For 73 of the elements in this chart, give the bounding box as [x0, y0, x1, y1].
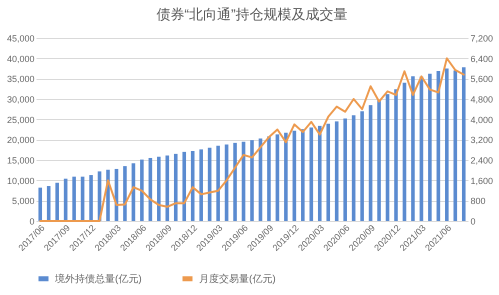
bar [377, 100, 381, 221]
y-tick-label: 40,000 [6, 54, 34, 64]
chart-title: 债券“北向通”持仓规模及成交量 [156, 6, 348, 22]
bar [89, 175, 93, 221]
bar [284, 132, 288, 221]
y-tick-label: 0 [29, 216, 34, 226]
bar [309, 127, 314, 221]
legend-label: 月度交易量(亿元) [199, 272, 276, 285]
bar [301, 129, 305, 221]
bar [233, 142, 237, 221]
bar [123, 166, 127, 221]
bar [326, 124, 330, 221]
y2-tick-label: 4,800 [470, 94, 494, 104]
y-tick-label: 35,000 [6, 74, 34, 84]
bar [445, 68, 449, 221]
bar [132, 163, 136, 221]
y2-tick-label: 2,400 [470, 156, 494, 166]
y-tick-label: 45,000 [6, 34, 34, 44]
bar [453, 70, 458, 221]
y2-tick-label: 800 [470, 196, 486, 206]
y2-tick-label: 0 [470, 216, 476, 226]
bar [352, 115, 356, 221]
bar [360, 111, 364, 221]
bar [420, 76, 424, 221]
bar [394, 89, 398, 221]
legend-label: 境外持债总量(亿元) [54, 272, 142, 285]
line-series [39, 57, 465, 222]
bar [428, 74, 432, 221]
bar [411, 76, 415, 221]
bar [343, 118, 347, 221]
y-tick-label: 30,000 [6, 94, 34, 104]
bar [216, 146, 220, 221]
bar [334, 121, 339, 221]
bar [174, 154, 178, 221]
bar [157, 156, 161, 221]
bar [182, 152, 186, 221]
bar [148, 158, 152, 221]
bar [72, 176, 76, 221]
bar [199, 149, 203, 221]
y2-tick-label: 4,000 [470, 114, 494, 125]
bar [208, 148, 212, 221]
bar [64, 178, 68, 221]
bar [368, 105, 372, 221]
bar [80, 176, 84, 221]
y-tick-label: 25,000 [6, 114, 34, 125]
y2-tick-label: 1,600 [470, 176, 494, 186]
bar [224, 144, 228, 221]
bar [276, 134, 280, 221]
bar [436, 70, 440, 221]
bar [46, 186, 51, 221]
bar [242, 142, 246, 221]
bar [258, 138, 262, 221]
bar [267, 136, 271, 221]
bar [318, 126, 322, 221]
y-tick-label: 15,000 [6, 156, 34, 166]
y-tick-label: 5,000 [12, 196, 34, 206]
bar [38, 188, 42, 221]
y2-tick-label: 7,200 [470, 34, 494, 44]
y-tick-label: 10,000 [6, 176, 34, 186]
y-tick-label: 20,000 [6, 135, 34, 146]
bar [462, 67, 466, 221]
y2-tick-label: 6,400 [470, 54, 494, 64]
bar [140, 160, 144, 221]
bar [165, 156, 170, 221]
bar [292, 130, 296, 221]
bar [114, 168, 118, 221]
y2-tick-label: 3,200 [470, 135, 494, 146]
bar [55, 182, 59, 221]
bar [190, 151, 195, 221]
y2-tick-label: 5,600 [470, 74, 494, 84]
bar [250, 140, 254, 221]
bar [402, 82, 406, 221]
bar [386, 94, 390, 221]
